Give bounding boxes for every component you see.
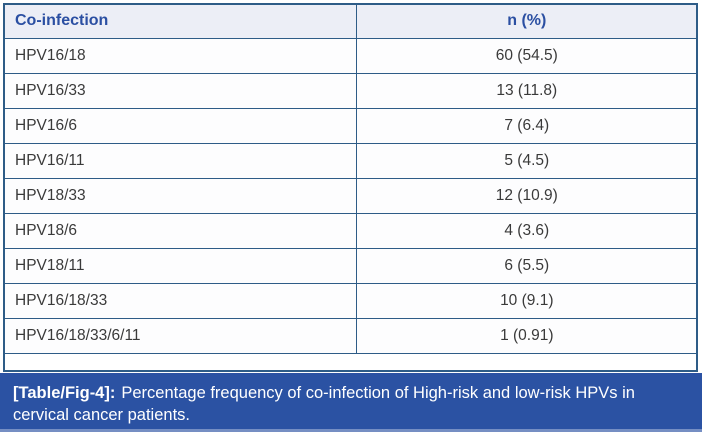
caption-figure-label: [Table/Fig-4]: bbox=[13, 384, 116, 402]
cell-co-infection: HPV18/11 bbox=[3, 248, 357, 284]
table-header-row: Co-infection n (%) bbox=[3, 3, 699, 39]
cell-n-percent: 6 (5.5) bbox=[355, 248, 699, 284]
cell-co-infection: HPV16/6 bbox=[3, 108, 357, 144]
table-row: HPV16/33 13 (11.8) bbox=[3, 73, 699, 109]
cell-n-percent: 60 (54.5) bbox=[355, 38, 699, 74]
header-co-infection: Co-infection bbox=[3, 3, 357, 39]
cell-co-infection: HPV16/11 bbox=[3, 143, 357, 179]
cell-co-infection: HPV16/18/33 bbox=[3, 283, 357, 319]
cell-n-percent: 12 (10.9) bbox=[355, 178, 699, 214]
cell-n-percent: 1 (0.91) bbox=[355, 318, 699, 354]
cell-n-percent: 10 (9.1) bbox=[355, 283, 699, 319]
cell-co-infection: HPV16/33 bbox=[3, 73, 357, 109]
cell-n-percent: 4 (3.6) bbox=[355, 213, 699, 249]
table-row: HPV16/18/33 10 (9.1) bbox=[3, 283, 699, 319]
cell-n-percent: 13 (11.8) bbox=[355, 73, 699, 109]
cell-co-infection: HPV16/18/33/6/11 bbox=[3, 318, 357, 354]
table-row: HPV16/6 7 (6.4) bbox=[3, 108, 699, 144]
table-row: HPV16/18/33/6/11 1 (0.91) bbox=[3, 318, 699, 354]
cell-n-percent: 5 (4.5) bbox=[355, 143, 699, 179]
cell-co-infection: HPV18/33 bbox=[3, 178, 357, 214]
header-n-percent: n (%) bbox=[355, 3, 699, 39]
cell-co-infection: HPV16/18 bbox=[3, 38, 357, 74]
cell-n-percent: 7 (6.4) bbox=[355, 108, 699, 144]
coinfection-table: Co-infection n (%) HPV16/18 60 (54.5) HP… bbox=[3, 3, 699, 354]
caption-text: Percentage frequency of co-infection of … bbox=[13, 384, 635, 424]
table-row: HPV18/11 6 (5.5) bbox=[3, 248, 699, 284]
table-row: HPV18/33 12 (10.9) bbox=[3, 178, 699, 214]
table-row: HPV16/11 5 (4.5) bbox=[3, 143, 699, 179]
table-row: HPV16/18 60 (54.5) bbox=[3, 38, 699, 74]
cell-co-infection: HPV18/6 bbox=[3, 213, 357, 249]
table-caption: [Table/Fig-4]: Percentage frequency of co… bbox=[0, 373, 702, 432]
table-row: HPV18/6 4 (3.6) bbox=[3, 213, 699, 249]
